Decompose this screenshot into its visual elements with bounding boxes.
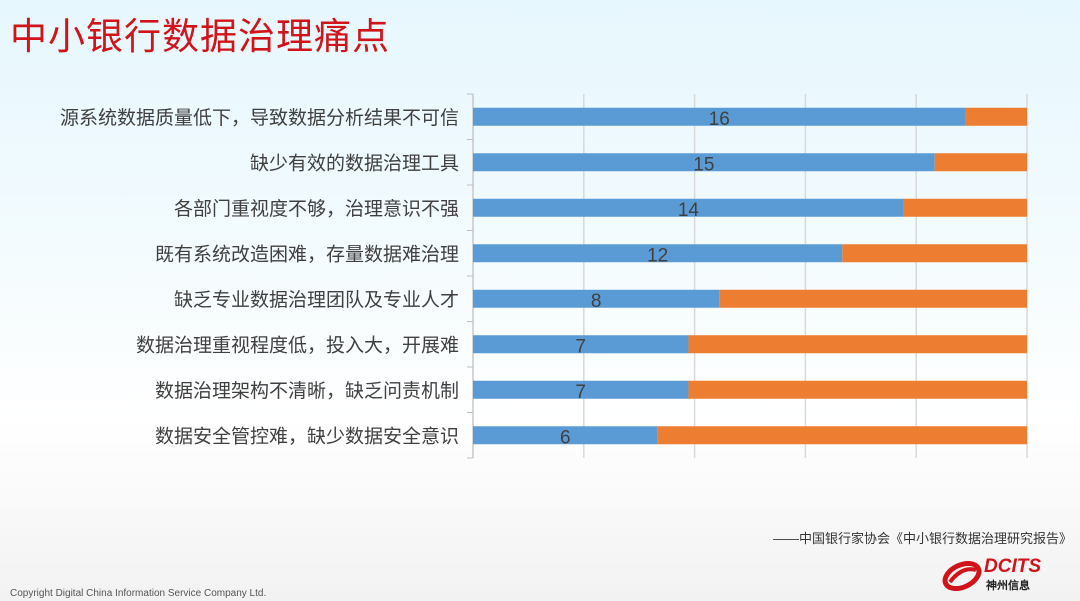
bar-blue — [473, 244, 843, 263]
bar-orange — [719, 289, 1027, 308]
logo-swoosh-icon — [942, 560, 982, 592]
bar-orange — [842, 244, 1027, 263]
dcits-logo: DCITS 神州信息 — [940, 556, 1060, 594]
logo-text-cn: 神州信息 — [986, 580, 1030, 592]
category-label: 源系统数据质量低下，导致数据分析结果不可信 — [60, 107, 459, 129]
bar-blue — [473, 198, 904, 217]
data-label: 12 — [647, 245, 668, 266]
bar-blue — [473, 335, 689, 354]
bar-blue — [473, 380, 689, 399]
category-label: 数据安全管控难，缺少数据安全意识 — [155, 425, 459, 447]
category-label: 数据治理架构不清晰，缺乏问责机制 — [155, 380, 459, 402]
data-label: 7 — [575, 382, 586, 403]
data-label: 8 — [591, 291, 602, 312]
bar-orange — [965, 107, 1027, 126]
category-label: 数据治理重视程度低，投入大，开展难 — [136, 334, 459, 356]
page-title: 中小银行数据治理痛点 — [10, 16, 390, 57]
category-label: 既有系统改造困难，存量数据难治理 — [155, 243, 459, 265]
bar-blue — [473, 153, 935, 172]
bar-orange — [688, 380, 1027, 399]
data-label: 15 — [693, 154, 714, 175]
data-label: 7 — [575, 336, 586, 357]
data-label: 14 — [678, 200, 700, 221]
data-label: 16 — [709, 109, 730, 130]
bar-orange — [688, 335, 1027, 354]
copyright-text: Copyright Digital China Information Serv… — [10, 588, 267, 599]
category-label: 缺少有效的数据治理工具 — [250, 152, 459, 174]
source-citation: ——中国银行家协会《中小银行数据治理研究报告》 — [772, 531, 1072, 546]
bar-orange — [657, 426, 1027, 445]
category-label: 缺乏专业数据治理团队及专业人才 — [174, 289, 459, 311]
bar-orange — [903, 198, 1027, 217]
bar-blue — [473, 426, 658, 445]
bar-blue — [473, 289, 720, 308]
category-label: 各部门重视度不够，治理意识不强 — [174, 198, 459, 220]
logo-text-en: DCITS — [984, 556, 1041, 577]
data-label: 6 — [560, 427, 571, 448]
bar-blue — [473, 107, 966, 126]
bar-orange — [934, 153, 1027, 172]
